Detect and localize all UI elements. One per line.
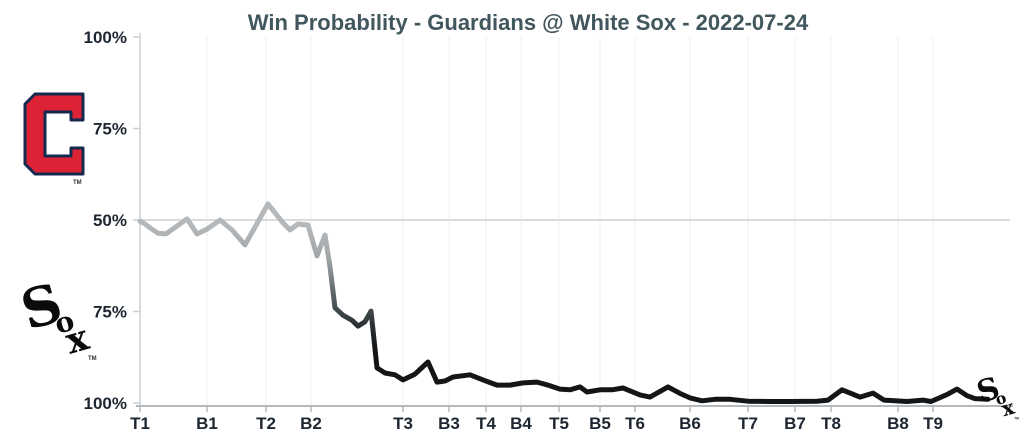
whitesox-small-tm-label: TM: [1014, 417, 1019, 421]
whitesox-logo: S o x TM: [14, 270, 97, 362]
x-axis-labels: T1 B1 T2 B2 T3 B3 T4 B4 T5 B5 T6 B6 T7 B7 T8 B8 T9: [130, 414, 943, 433]
x-axis-label: B4: [510, 414, 532, 433]
guardians-tm-label: TM: [73, 180, 82, 186]
sox-small-letter-o-icon: o: [993, 388, 1008, 409]
x-axis-label: B6: [679, 414, 701, 433]
axes: [133, 33, 1013, 412]
x-axis-label: B3: [438, 414, 460, 433]
x-axis-label: B7: [784, 414, 806, 433]
win-probability-line: [137, 201, 991, 404]
guardians-c-icon: [23, 92, 85, 176]
x-axis-label: T4: [476, 414, 496, 433]
y-axis-label: 75%: [93, 303, 127, 322]
x-axis-label: T5: [549, 414, 569, 433]
x-axis-label: T6: [625, 414, 645, 433]
x-axis-label: B5: [589, 414, 611, 433]
gridlines: [139, 37, 1010, 406]
x-axis-label: T1: [130, 414, 150, 433]
y-axis-label: 100%: [84, 394, 127, 413]
x-axis-label: B8: [887, 414, 909, 433]
x-axis-label: T3: [393, 414, 413, 433]
x-axis-label: T2: [256, 414, 276, 433]
y-axis-label: 50%: [93, 211, 127, 230]
chart-title: Win Probability - Guardians @ White Sox …: [248, 10, 809, 35]
whitesox-logo-small: S o x TM: [973, 371, 1019, 421]
x-axis-label: T7: [738, 414, 758, 433]
x-axis-label: T8: [821, 414, 841, 433]
x-axis-label: B2: [300, 414, 322, 433]
guardians-logo: TM: [23, 92, 85, 186]
x-axis-label: T9: [923, 414, 943, 433]
whitesox-tm-label: TM: [88, 356, 97, 362]
y-axis-label: 100%: [84, 28, 127, 47]
y-axis-label: 75%: [93, 120, 127, 139]
x-axis-label: B1: [196, 414, 218, 433]
y-axis-labels: 100% 75% 50% 75% 100%: [84, 28, 127, 413]
